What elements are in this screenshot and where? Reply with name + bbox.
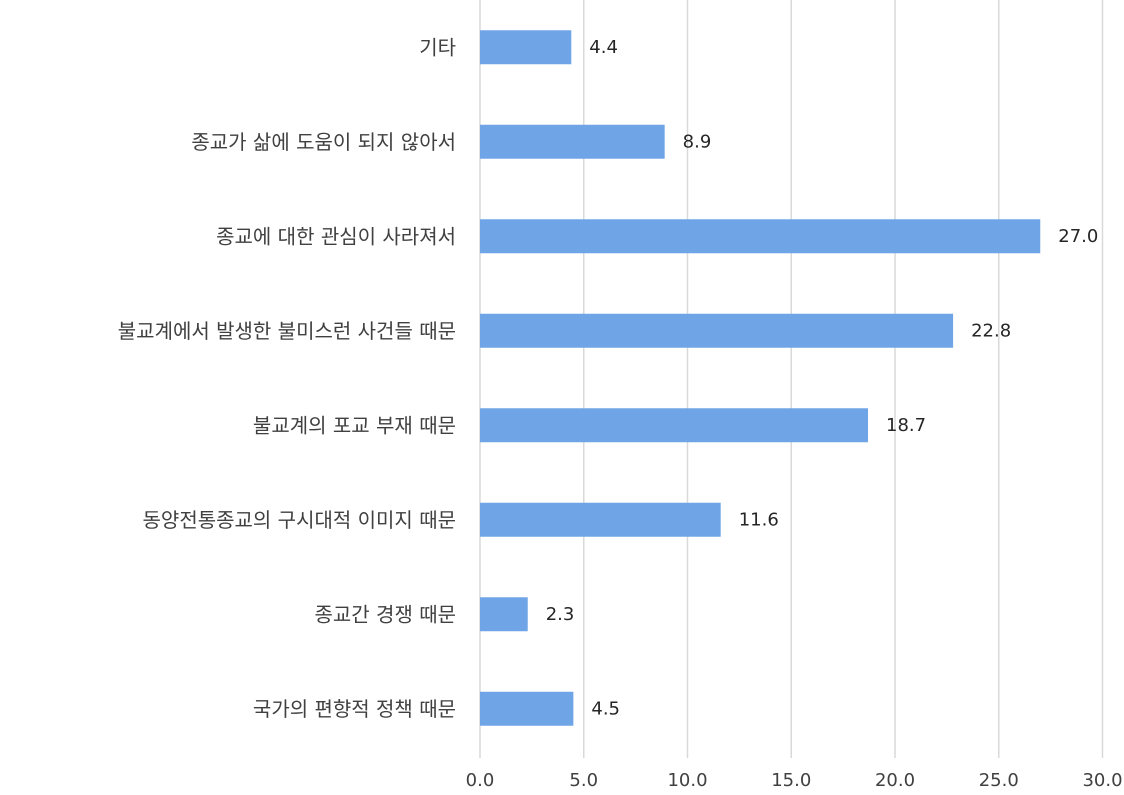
- x-tick-label: 10.0: [667, 770, 707, 791]
- bar: [480, 597, 528, 632]
- data-label: 4.4: [589, 37, 618, 58]
- category-label: 종교간 경쟁 때문: [314, 602, 456, 626]
- data-label: 27.0: [1058, 226, 1098, 247]
- x-tick-label: 15.0: [771, 770, 811, 791]
- x-tick-label: 25.0: [979, 770, 1019, 791]
- category-label: 불교계에서 발생한 불미스런 사건들 때문: [118, 319, 456, 343]
- data-label: 8.9: [683, 131, 712, 152]
- x-tick-labels: 0.0 5.0 10.0 15.0 20.0 25.0 30.0: [466, 770, 1123, 791]
- category-label: 기타: [419, 35, 456, 59]
- data-label: 18.7: [886, 415, 926, 436]
- category-label: 불교계의 포교 부재 때문: [253, 413, 456, 437]
- x-tick-label: 30.0: [1082, 770, 1122, 791]
- category-label: 국가의 편향적 정책 때문: [253, 697, 456, 721]
- data-label: 11.6: [739, 509, 779, 530]
- bar-group: [480, 30, 1041, 726]
- bar: [480, 30, 572, 65]
- data-label: 2.3: [546, 604, 575, 625]
- x-tick-label: 20.0: [875, 770, 915, 791]
- bar: [480, 408, 869, 443]
- category-label: 종교가 삶에 도움이 되지 않아서: [191, 130, 456, 154]
- data-label: 4.5: [591, 698, 620, 719]
- bar: [480, 691, 574, 726]
- x-tick-label: 5.0: [569, 770, 598, 791]
- category-label: 동양전통종교의 구시대적 이미지 때문: [143, 508, 456, 532]
- bar: [480, 313, 954, 348]
- data-label: 22.8: [971, 320, 1011, 341]
- bar: [480, 219, 1041, 254]
- gridlines: [479, 0, 1104, 758]
- bar: [480, 124, 665, 159]
- x-tick-label: 0.0: [466, 770, 495, 791]
- value-labels: 4.4 8.9 27.0 22.8 18.7 11.6 2.3 4.5: [546, 37, 1099, 720]
- bar: [480, 502, 721, 537]
- category-label: 종교에 대한 관심이 사라져서: [216, 224, 456, 248]
